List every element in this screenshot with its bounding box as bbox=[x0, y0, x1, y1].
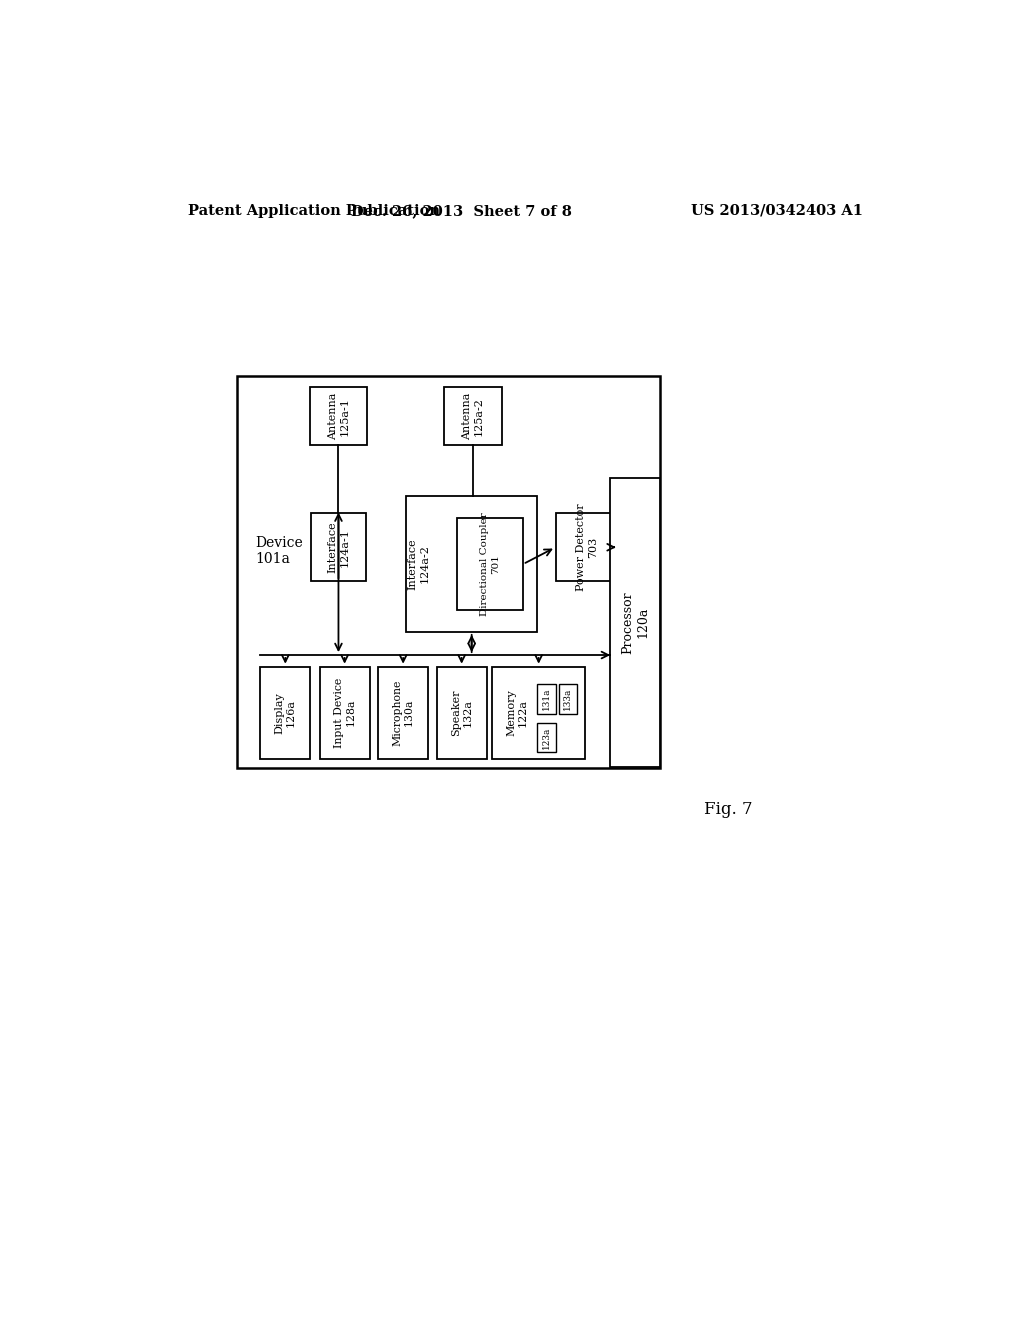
Text: Input Device
128a: Input Device 128a bbox=[334, 677, 355, 748]
Bar bbox=[538, 723, 556, 752]
Bar bbox=[559, 684, 578, 714]
Text: Processor
120a: Processor 120a bbox=[622, 591, 649, 653]
Bar bbox=[310, 513, 367, 581]
Text: Fig. 7: Fig. 7 bbox=[705, 800, 753, 817]
Text: 131a: 131a bbox=[542, 688, 551, 710]
Bar bbox=[493, 667, 585, 759]
Bar bbox=[319, 667, 370, 759]
Text: Interface
124a-2: Interface 124a-2 bbox=[408, 539, 429, 590]
Bar bbox=[458, 517, 523, 610]
Bar bbox=[378, 667, 428, 759]
Text: Patent Application Publication: Patent Application Publication bbox=[188, 203, 440, 218]
Text: Interface
124a-1: Interface 124a-1 bbox=[328, 521, 349, 573]
Text: Display
126a: Display 126a bbox=[274, 692, 296, 734]
Text: Device
101a: Device 101a bbox=[255, 536, 303, 566]
Bar bbox=[556, 513, 618, 581]
Text: Directional Coupler
701: Directional Coupler 701 bbox=[480, 512, 500, 616]
Text: Speaker
132a: Speaker 132a bbox=[451, 689, 472, 737]
Text: Microphone
130a: Microphone 130a bbox=[392, 680, 414, 746]
Bar bbox=[237, 376, 660, 768]
Text: Antenna
125a-1: Antenna 125a-1 bbox=[328, 392, 349, 440]
Text: Memory
122a: Memory 122a bbox=[506, 689, 528, 737]
Text: Antenna
125a-2: Antenna 125a-2 bbox=[463, 392, 484, 440]
Bar bbox=[309, 388, 368, 445]
Text: Power Detector
703: Power Detector 703 bbox=[577, 503, 598, 591]
Bar bbox=[610, 478, 660, 767]
Bar bbox=[260, 667, 310, 759]
Text: 133a: 133a bbox=[563, 688, 572, 710]
Bar bbox=[436, 667, 486, 759]
Text: US 2013/0342403 A1: US 2013/0342403 A1 bbox=[691, 203, 863, 218]
Bar bbox=[407, 496, 538, 632]
Text: Dec. 26, 2013  Sheet 7 of 8: Dec. 26, 2013 Sheet 7 of 8 bbox=[351, 203, 572, 218]
Bar bbox=[444, 388, 502, 445]
Text: 123a: 123a bbox=[542, 726, 551, 748]
Bar bbox=[538, 684, 556, 714]
